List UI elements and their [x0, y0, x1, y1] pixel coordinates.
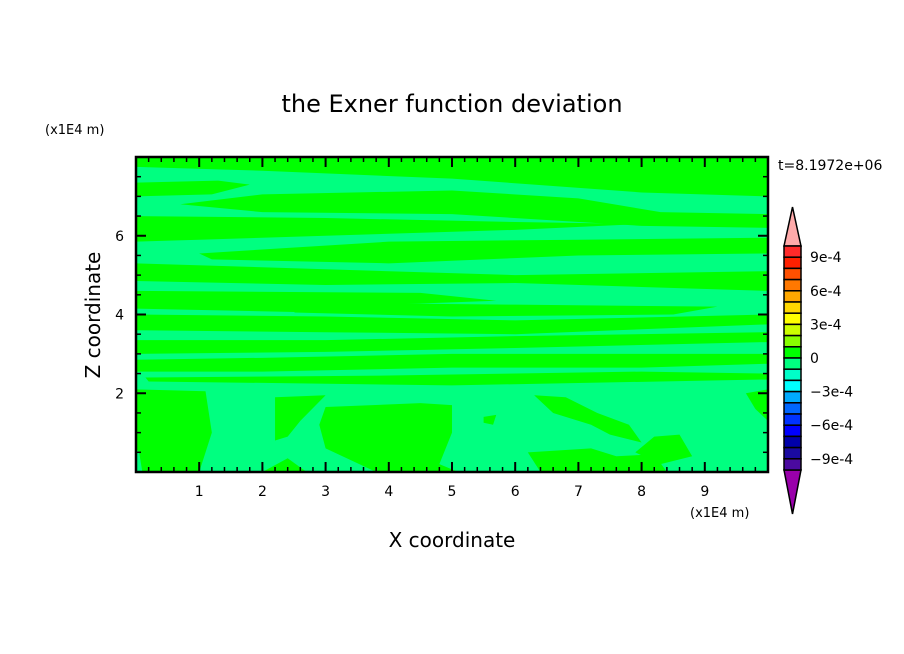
contour-region: [534, 395, 642, 443]
colorbar-label: 0: [810, 351, 819, 367]
contour-region: [136, 389, 212, 472]
x-tick-label: 3: [321, 484, 330, 500]
contour-region: [145, 371, 769, 386]
colorbar-level: [783, 267, 802, 281]
y-tick-label: 4: [115, 308, 124, 324]
y-tick-label: 2: [115, 386, 124, 402]
x-tick-label: 2: [258, 484, 267, 500]
colorbar-label: 3e-4: [810, 317, 842, 333]
colorbar-level: [783, 413, 802, 426]
colorbar-level: [783, 368, 802, 382]
y-tick-label: 6: [115, 229, 124, 245]
colorbar-level: [783, 334, 802, 348]
time-label: t=8.1972e+06: [778, 158, 882, 174]
colorbar-level: [783, 390, 802, 404]
colorbar-level: [783, 446, 802, 460]
x-tick-label: 5: [448, 484, 457, 500]
colorbar-label: −9e-4: [810, 452, 853, 468]
contour-region: [745, 389, 768, 421]
contour-region: [136, 353, 768, 372]
colorbar-level: [783, 402, 802, 415]
colorbar-label: −6e-4: [810, 418, 853, 434]
colorbar-level: [783, 346, 802, 359]
x-tick-label: 4: [384, 484, 393, 500]
colorbar-level: [783, 379, 802, 393]
x-tick-label: 6: [511, 484, 520, 500]
x-axis-label: X coordinate: [389, 528, 516, 552]
x-tick-label: 1: [195, 484, 204, 500]
contour-region: [136, 216, 642, 242]
y-axis-label: Z coordinate: [81, 252, 105, 379]
x-tick-label: 7: [574, 484, 583, 500]
contour-region: [180, 190, 769, 228]
contour-region: [199, 237, 768, 264]
contour-region: [136, 157, 768, 197]
contour-region: [136, 290, 497, 313]
colorbar-over-arrow: [783, 206, 802, 247]
contour-field: [136, 157, 769, 472]
contour-region: [262, 458, 307, 472]
contour-region: [483, 414, 497, 425]
colorbar-level: [783, 312, 802, 326]
colorbar-level: [783, 458, 802, 471]
colorbar-level: [783, 424, 802, 438]
x-tick-label: 8: [637, 484, 646, 500]
colorbar: 9e-4 6e-4 3e-4 0 −3e-4 −6e-4 −9e-4: [783, 206, 853, 515]
plot-frame: [134, 155, 770, 474]
x-unit-label: (x1E4 m): [690, 506, 749, 521]
chart-title: the Exner function deviation: [281, 90, 622, 118]
contour-region: [136, 180, 250, 197]
colorbar-level: [783, 278, 802, 292]
colorbar-label: 9e-4: [810, 250, 842, 266]
colorbar-level: [783, 357, 802, 370]
contour-region: [319, 403, 459, 472]
colorbar-label: −3e-4: [810, 385, 853, 401]
colorbar-level: [783, 245, 802, 258]
colorbar-level: [783, 301, 802, 314]
contour-region: [635, 434, 693, 465]
colorbar-level: [783, 323, 802, 337]
contour-region: [275, 395, 326, 441]
colorbar-level: [783, 290, 802, 303]
colorbar-label: 6e-4: [810, 284, 842, 300]
axes: 1 2 3 4 5 6 7 8 9 2 4 6: [115, 155, 770, 500]
contour-region: [294, 302, 718, 317]
y-unit-label: (x1E4 m): [45, 123, 104, 138]
colorbar-level: [783, 435, 802, 449]
contour-region: [136, 332, 768, 354]
contour-region: [136, 263, 768, 291]
colorbar-under-arrow: [783, 469, 802, 515]
contour-region: [527, 448, 667, 472]
colorbar-level: [783, 256, 802, 270]
x-tick-label: 9: [700, 484, 709, 500]
contour-region: [136, 314, 768, 335]
